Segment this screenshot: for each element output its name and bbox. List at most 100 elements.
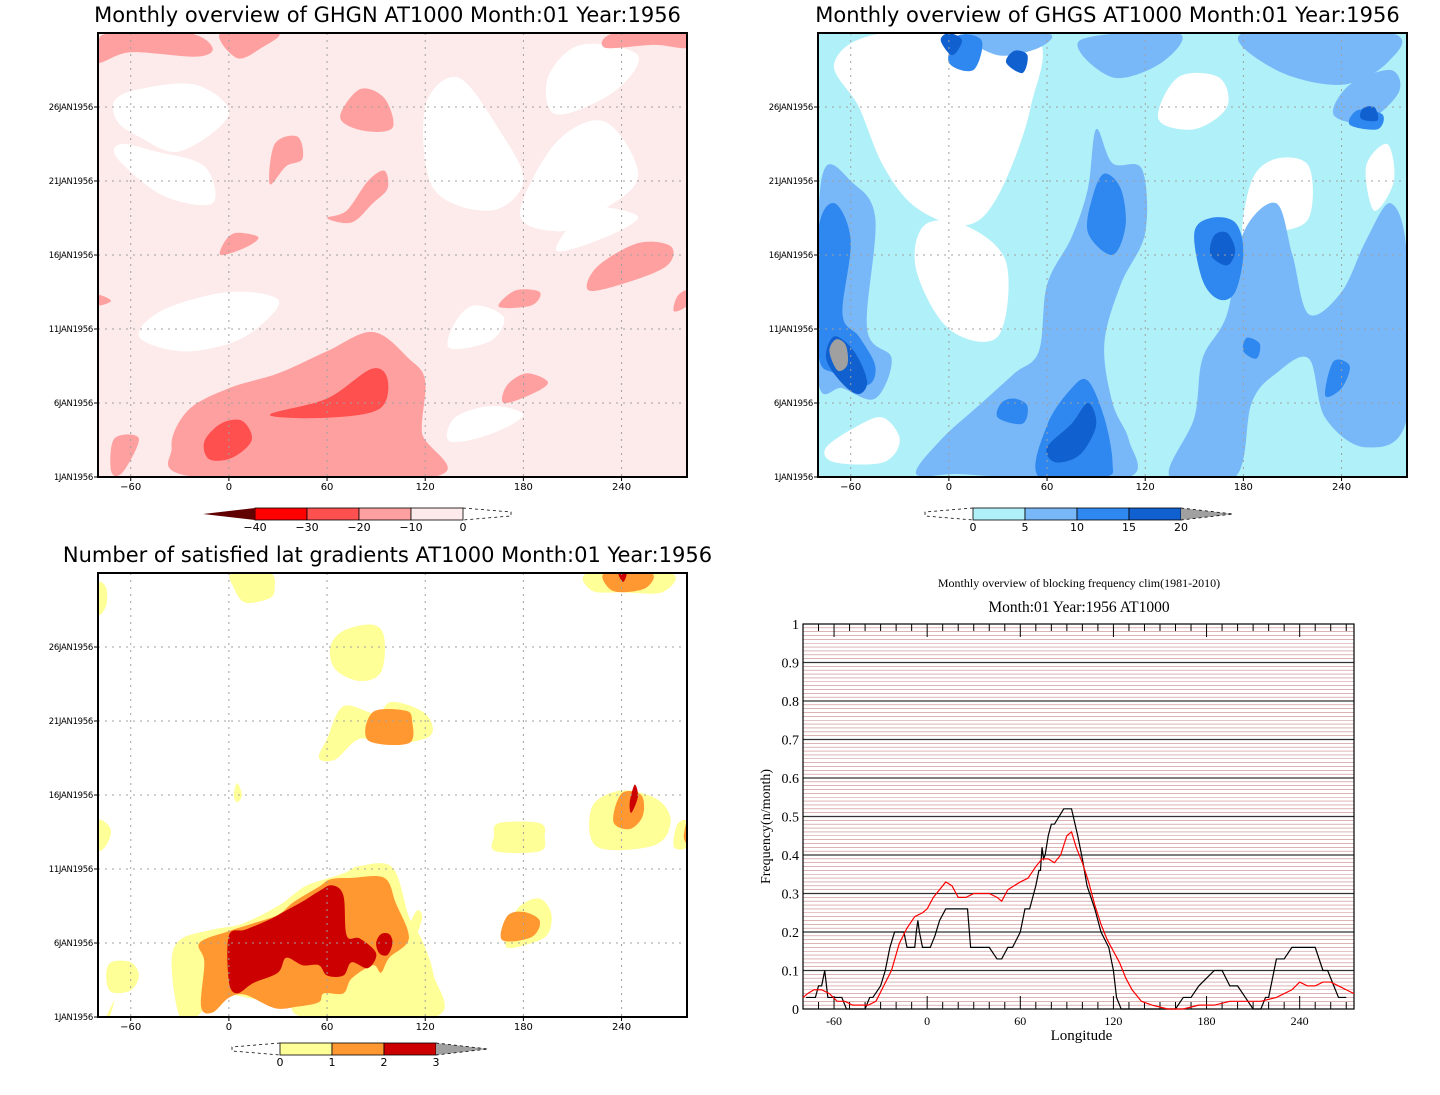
- colorbar-box: [279, 1042, 333, 1056]
- y-tick-label: 26JAN1956: [769, 103, 813, 113]
- x-tick-label: 120: [416, 1022, 435, 1033]
- contour-region: [98, 819, 112, 852]
- contour-region-blank: [833, 33, 1043, 226]
- contour-region: [629, 784, 638, 813]
- contour-region: [340, 88, 394, 132]
- contour-region-blank: [1365, 143, 1395, 211]
- x-tick-label: −60: [120, 1022, 141, 1033]
- contour-region: [219, 33, 280, 59]
- contour-region: [365, 708, 414, 746]
- contour-region-blank: [423, 76, 524, 211]
- x-tick-label: 120: [416, 482, 435, 493]
- contour-region: [98, 294, 112, 306]
- chart-subtitle: Month:01 Year:1956 AT1000: [988, 599, 1170, 616]
- contour-region: [602, 573, 654, 593]
- chart-title: Monthly overview of GHGS AT1000 Month:01…: [815, 3, 1399, 27]
- colorbar-over-triangle: [1181, 508, 1233, 520]
- colorbar-box: [254, 507, 308, 521]
- contour-region: [1332, 69, 1401, 124]
- x-tick-label: 240: [612, 482, 631, 493]
- colorbar: −40 −30 −20 −10 0: [203, 507, 512, 534]
- x-tick-label: 180: [514, 1022, 533, 1033]
- y-tick-label: 0.4: [782, 849, 800, 864]
- contour-region: [110, 434, 140, 477]
- lat-gradients-panel: Number of satisfied lat gradients AT1000…: [0, 540, 720, 1091]
- colorbar-box: [1024, 507, 1078, 521]
- y-tick-label: 6JAN1956: [54, 399, 93, 409]
- contour-region: [491, 821, 546, 854]
- contour-layer: [818, 33, 1407, 477]
- contour-region: [501, 373, 548, 404]
- y-tick-label: 0.9: [782, 657, 800, 672]
- contour-region-blank: [824, 417, 900, 465]
- contour-region: [229, 573, 276, 604]
- y-tick-label: 1JAN1956: [54, 1013, 93, 1023]
- x-tick-label: −60: [840, 482, 861, 493]
- contour-region: [1077, 33, 1183, 79]
- contour-region: [203, 419, 253, 461]
- contour-region: [1360, 106, 1379, 122]
- colorbar-box: [1128, 507, 1182, 521]
- colorbar-label: 2: [381, 1056, 388, 1069]
- contour-region-blank: [447, 305, 505, 350]
- y-tick-label: 0.5: [782, 811, 800, 826]
- x-tick-label: −60: [120, 482, 141, 493]
- contour-region: [106, 1000, 115, 1017]
- contour-region: [269, 135, 304, 185]
- colorbar-box: [306, 507, 360, 521]
- y-tick-label: 6JAN1956: [774, 399, 813, 409]
- contour-region: [1237, 33, 1403, 85]
- y-tick-label: 26JAN1956: [49, 103, 93, 113]
- contour-region: [227, 885, 377, 994]
- colorbar-label: −40: [243, 521, 266, 534]
- y-tick-label: 16JAN1956: [49, 251, 93, 261]
- x-tick-label: 180: [1234, 482, 1253, 493]
- colorbar-box: [1076, 507, 1130, 521]
- x-tick-label: 240: [1332, 482, 1351, 493]
- colorbar-under-triangle: [203, 508, 255, 520]
- blocking-frequency-panel: Monthly overview of blocking frequency c…: [720, 545, 1440, 1091]
- y-tick-label: 1JAN1956: [774, 473, 813, 483]
- x-tick-label: 120: [1104, 1014, 1122, 1028]
- contour-region: [586, 241, 674, 292]
- colorbar-box: [331, 1042, 385, 1056]
- contour-region: [269, 368, 389, 419]
- y-tick-label: 16JAN1956: [769, 251, 813, 261]
- colorbar-box: [358, 507, 412, 521]
- y-tick-label: 11JAN1956: [49, 325, 93, 335]
- contour-region: [327, 170, 389, 224]
- y-tick-label: 0.8: [782, 695, 800, 710]
- ghgn-chart: Monthly overview of GHGN AT1000 Month:01…: [49, 3, 688, 534]
- colorbar-box: [410, 507, 464, 521]
- y-tick-label: 21JAN1956: [49, 177, 93, 187]
- colorbar-label: 0: [970, 521, 977, 534]
- contour-region: [407, 910, 423, 951]
- chart-title: Monthly overview of GHGN AT1000 Month:01…: [94, 3, 681, 27]
- plot-frame: [802, 623, 1355, 1010]
- chart-title: Monthly overview of blocking frequency c…: [938, 576, 1220, 590]
- x-tick-label: 60: [1041, 482, 1054, 493]
- contour-region: [376, 933, 393, 956]
- y-tick-label: 1: [792, 618, 799, 633]
- y-tick-label: 0.1: [782, 965, 800, 980]
- series-line-monthly: [806, 808, 1347, 1010]
- ghgs-chart: Monthly overview of GHGS AT1000 Month:01…: [769, 3, 1408, 534]
- contour-region-blank: [138, 291, 280, 352]
- contour-region: [996, 398, 1028, 425]
- y-tick-label: 11JAN1956: [769, 325, 813, 335]
- ghgs-panel: Monthly overview of GHGS AT1000 Month:01…: [720, 0, 1440, 545]
- colorbar-label: 5: [1022, 521, 1029, 534]
- contour-region: [1046, 402, 1097, 463]
- colorbar: 0 1 2 3: [231, 1042, 489, 1069]
- colorbar-label: 3: [433, 1056, 440, 1069]
- y-tick-label: 0: [792, 1003, 799, 1018]
- y-tick-label: 6JAN1956: [54, 939, 93, 949]
- contour-layer: [98, 33, 687, 477]
- y-tick-label: 26JAN1956: [49, 643, 93, 653]
- x-tick-label: 240: [612, 1022, 631, 1033]
- colorbar-over-triangle: [436, 1043, 488, 1055]
- x-tick-label: -60: [826, 1014, 842, 1028]
- colorbar-under-open: [924, 507, 974, 521]
- contour-layer: [98, 573, 687, 1017]
- colorbar-box: [383, 1042, 437, 1056]
